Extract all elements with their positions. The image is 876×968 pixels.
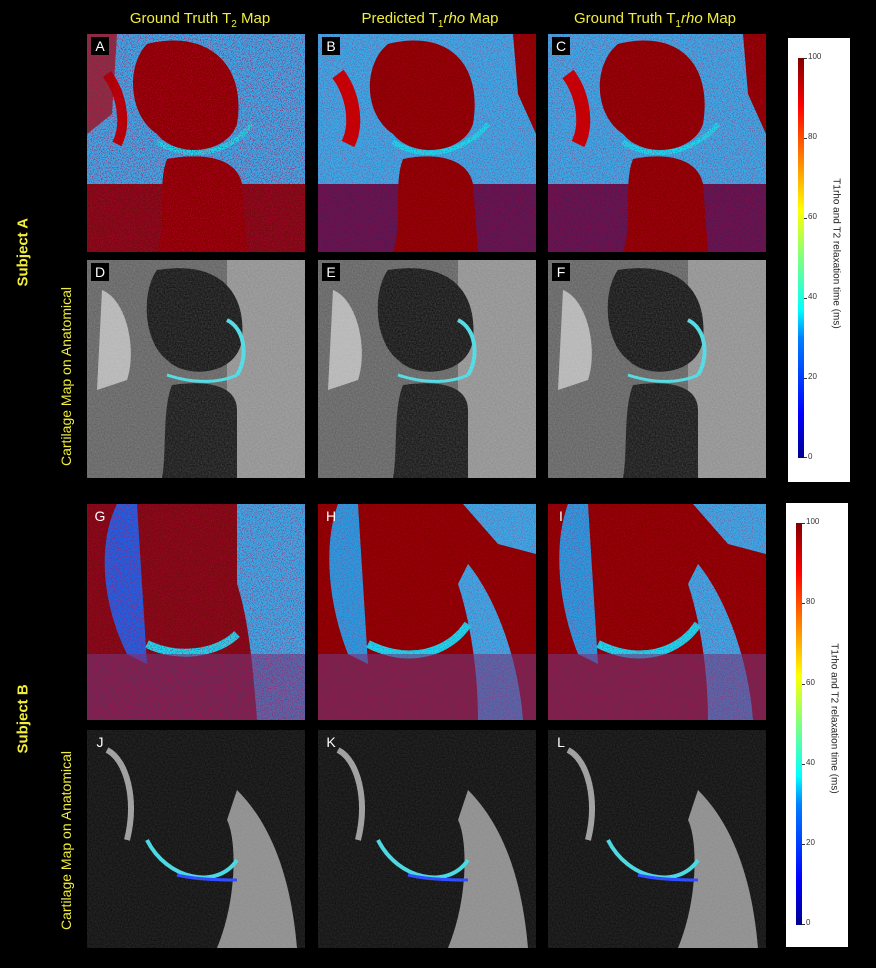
colorbar-gradient — [796, 523, 802, 925]
colorbar-tick: 100 — [806, 517, 820, 526]
colorbar-tick: 40 — [806, 758, 815, 767]
column-header-predicted-t1rho: Predicted T1rho Map — [325, 10, 535, 30]
colorbar-subject-b: 100 80 60 40 20 0 T1rho and T2 relaxatio… — [786, 503, 848, 947]
colorbar-tick: 0 — [808, 452, 813, 461]
header-text: Ground Truth T — [573, 10, 676, 27]
colorbar-tick: 80 — [806, 597, 815, 606]
panel-letter: I — [559, 508, 563, 524]
panel-letter: K — [326, 734, 336, 750]
panel-f-cartilage-anatomical: F — [548, 260, 766, 478]
header-subscript: 1 — [437, 19, 444, 30]
row-label-subject-b: Cartilage Map on Anatomical — [58, 751, 74, 930]
header-italic: rho — [443, 10, 466, 27]
row-label-subject-a: Cartilage Map on Anatomical — [58, 287, 74, 466]
colorbar-gradient — [798, 58, 804, 458]
panel-d-cartilage-anatomical: D — [87, 260, 305, 478]
panel-e-cartilage-anatomical: E — [318, 260, 536, 478]
panel-b-predicted-t1rho-map: B — [318, 34, 536, 252]
panel-g-t2-map: G — [87, 504, 305, 720]
panel-i-ground-truth-t1rho-map: I — [548, 504, 766, 720]
subject-b-label: Subject B — [14, 684, 32, 754]
panel-c-ground-truth-t1rho-map: C — [548, 34, 766, 252]
header-text: Predicted T — [361, 10, 438, 27]
panel-letter: J — [96, 734, 104, 750]
panel-letter: H — [325, 508, 337, 524]
panel-j-cartilage-anatomical: J — [87, 730, 305, 948]
panel-letter: A — [91, 37, 109, 55]
panel-letter: E — [322, 263, 340, 281]
colorbar-tick: 100 — [808, 52, 822, 61]
panel-h-predicted-t1rho-map: H — [318, 504, 536, 720]
colorbar-tick: 20 — [806, 838, 815, 847]
header-subscript: 2 — [231, 19, 237, 30]
colorbar-label: T1rho and T2 relaxation time (ms) — [828, 643, 840, 794]
panel-letter: L — [557, 734, 565, 750]
header-italic: rho — [680, 10, 703, 27]
header-text: Map — [236, 10, 271, 27]
panel-letter: F — [552, 263, 570, 281]
header-text: Ground Truth T — [129, 10, 232, 27]
header-text: Map — [702, 10, 737, 27]
panel-a-t2-map: A — [87, 34, 305, 252]
header-subscript: 1 — [675, 19, 681, 30]
colorbar-tick: 40 — [808, 292, 817, 301]
panel-letter: G — [94, 508, 106, 524]
panel-k-cartilage-anatomical: K — [318, 730, 536, 948]
subject-a-label: Subject A — [14, 217, 32, 287]
colorbar-tick: 20 — [808, 372, 817, 381]
panel-letter: B — [322, 37, 340, 55]
header-text: Map — [465, 10, 499, 27]
column-header-ground-truth-t1rho: Ground Truth T1rho Map — [550, 10, 760, 30]
colorbar-subject-a: 100 80 60 40 20 0 T1rho and T2 relaxatio… — [788, 38, 850, 482]
colorbar-tick: 60 — [808, 212, 817, 221]
panel-letter: D — [91, 263, 109, 281]
panel-l-cartilage-anatomical: L — [548, 730, 766, 948]
colorbar-tick: 0 — [806, 918, 811, 927]
column-header-ground-truth-t2: Ground Truth T2 Map — [100, 10, 300, 30]
panel-letter: C — [552, 37, 570, 55]
colorbar-tick: 80 — [808, 132, 817, 141]
colorbar-tick: 60 — [806, 678, 815, 687]
colorbar-label: T1rho and T2 relaxation time (ms) — [830, 178, 842, 329]
